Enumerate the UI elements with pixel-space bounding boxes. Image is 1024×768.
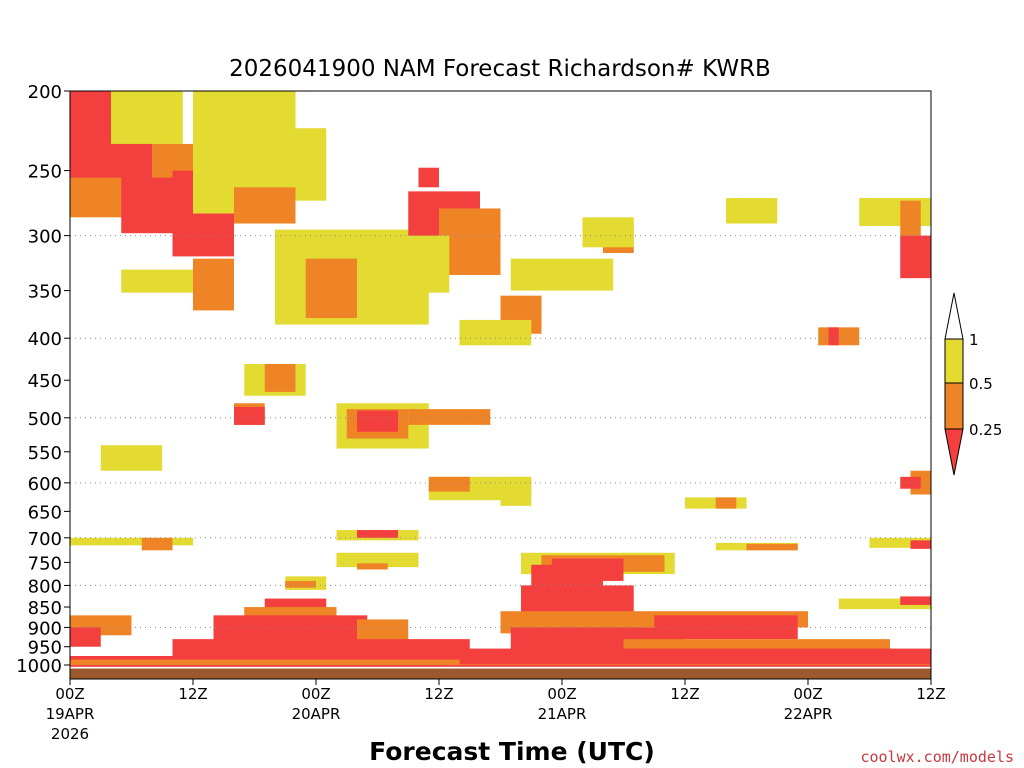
heatmap-cell-red-68 [172,639,470,660]
heatmap-cell-yellow-45 [70,537,193,546]
heatmap-cells [70,91,931,679]
y-tick-label-750: 750 [28,553,62,574]
gridlines [70,235,931,628]
heatmap-cell-yellow-23 [726,198,778,224]
y-tick-label-650: 650 [28,502,62,523]
heatmap-cell-yellow-53 [869,537,931,548]
credit-text: coolwx.com/models [860,748,1014,766]
legend: 1 0.5 0.25 [944,292,1002,476]
y-tick-label-700: 700 [28,529,62,550]
heatmap-cell-orange-30 [264,364,296,392]
heatmap-cell-orange-44 [715,497,737,509]
heatmap-cell-red-54 [910,540,931,549]
y-tick-label-950: 950 [28,638,62,659]
heatmap-cell-red-35 [357,410,398,432]
heatmap-cell-yellow-2 [111,91,183,144]
x-tick-date-2: 20APR [292,705,341,723]
y-tick-label-600: 600 [28,474,62,495]
heatmap-cell-yellow-40 [500,476,532,506]
heatmap-cell-red-48 [357,530,398,538]
heatmap-cell-red-28 [828,327,839,346]
x-tick-date-4: 21APR [538,705,587,723]
x-axis: 00Z 19APR 2026 12Z 00Z 20APR 12Z 00Z 21APR 12Z 00Z… [46,679,946,743]
heatmap-cell-red-17 [418,167,439,188]
heatmap-cell-yellow-22 [582,217,634,248]
heatmap-cell-orange-50 [357,563,388,570]
y-tick-label-800: 800 [28,576,62,597]
y-tick-label-550: 550 [28,443,62,464]
x-tick-label-0: 00Z [55,685,84,703]
x-tick-label-5: 12Z [670,685,699,703]
heatmap-cell-red-26 [900,235,931,279]
plot-frame [69,90,932,680]
heatmap-cell-yellow-20 [459,319,532,346]
heatmap-cell-red-66 [213,615,368,643]
heatmap-cell-orange-12 [193,258,234,311]
y-tick-label-400: 400 [28,329,62,350]
x-tick-label-6: 00Z [793,685,822,703]
x-tick-year-0: 2026 [51,725,89,743]
heatmap-cell-yellow-16 [367,235,450,293]
legend-label-0: 1 [969,331,979,349]
y-tick-label-500: 500 [28,409,62,430]
heatmap-cell-orange-67 [357,619,409,643]
x-tick-label-2: 00Z [301,685,330,703]
y-tick-label-850: 850 [28,598,62,619]
x-tick-date-6: 22APR [784,705,833,723]
heatmap-cell-orange-36 [408,409,491,425]
heatmap-cell-orange-25 [900,200,921,236]
heatmap-cell-red-59 [521,585,634,616]
chart-title: 2026041900 NAM Forecast Richardson# KWRB [229,56,771,82]
legend-label-1: 0.5 [969,375,993,393]
x-tick-label-1: 12Z [178,685,207,703]
x-tick-date-0: 19APR [46,705,95,723]
heatmap-cell-orange-39 [428,476,470,492]
heatmap-cell-red-75 [70,627,101,647]
heatmap-cell-yellow-18 [510,258,614,291]
heatmap-cell-red-78 [459,648,931,665]
x-tick-label-4: 00Z [547,685,576,703]
heatmap-cell-yellow-37 [100,445,163,471]
legend-swatch-yellow [944,338,964,384]
ground-band [70,668,931,679]
heatmap-cell-orange-11 [305,258,357,319]
heatmap-cell-orange-46 [141,537,173,551]
heatmap-cell-yellow-13 [121,269,193,293]
legend-swatch-white [944,292,964,340]
legend-label-2: 0.25 [969,421,1002,439]
x-axis-title: Forecast Time (UTC) [369,737,655,766]
heatmap-cell-orange-52 [746,543,798,551]
y-tick-label-250: 250 [28,162,62,183]
y-tick-label-1000: 1000 [16,656,62,677]
y-tick-label-350: 350 [28,282,62,303]
y-tick-label-300: 300 [28,227,62,248]
x-tick-label-7: 12Z [916,685,945,703]
heatmap-cell-yellow-72 [838,598,931,610]
heatmap-cell-orange-8 [234,187,296,224]
y-tick-label-200: 200 [28,82,62,103]
heatmap-cell-orange-63 [285,580,316,588]
legend-swatch-orange [944,382,964,430]
x-tick-label-3: 12Z [424,685,453,703]
heatmap-cell-red-32 [234,406,265,425]
y-tick-label-900: 900 [28,618,62,639]
legend-swatch-red [944,428,964,476]
y-tick-label-450: 450 [28,371,62,392]
heatmap-cell-red-73 [900,596,931,605]
y-axis: 200 250 300 350 400 450 500 550 600 650 700 7508008… [16,82,70,677]
heatmap-cell-red-58 [551,558,624,581]
heatmap-cell-yellow-9 [295,128,327,201]
